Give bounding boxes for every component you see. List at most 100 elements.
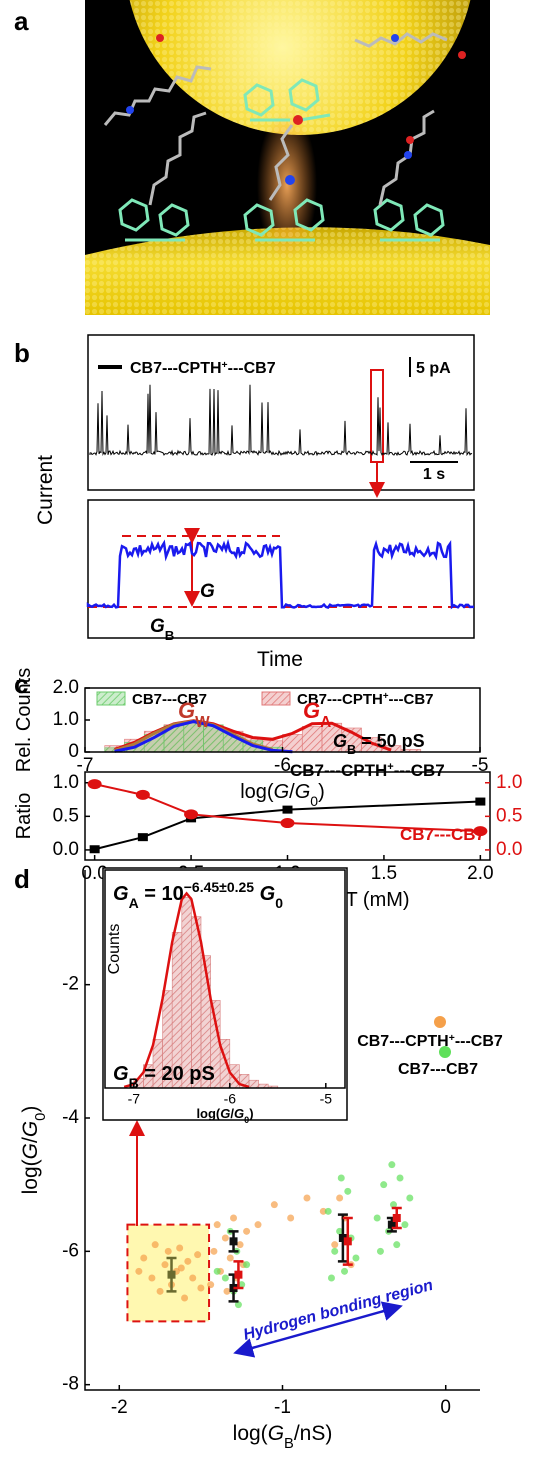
text-part: G <box>178 698 195 723</box>
error-center <box>387 1220 396 1229</box>
scatter-point <box>197 1284 205 1292</box>
scatter-point <box>184 1257 192 1265</box>
text-part: = 50 pS <box>356 731 425 751</box>
text-part: G <box>254 883 275 905</box>
y-axis-label: Ratio <box>13 793 35 840</box>
text-part: B <box>165 628 175 643</box>
text-part: G <box>234 1106 244 1121</box>
annotation: GB = 50 pS <box>333 731 425 757</box>
series-label: CB7---CPTH+---CB7 <box>290 761 445 780</box>
current-trace <box>89 384 473 457</box>
scatter-point <box>331 1241 339 1249</box>
text-part: B <box>284 1436 294 1452</box>
scatter-point <box>393 1241 401 1249</box>
scatter-point <box>226 1254 234 1262</box>
x-axis-label: log(G/G0) <box>240 781 325 809</box>
scatter-point <box>210 1247 218 1255</box>
y-tick-label: -2 <box>62 974 79 995</box>
y-axis-label: Counts <box>106 924 123 975</box>
annotation: GW <box>178 698 210 731</box>
scatter-point <box>243 1227 251 1235</box>
y-tick-label: 1.0 <box>53 772 79 793</box>
text-part: / <box>289 781 295 803</box>
region-arrow <box>233 1301 403 1358</box>
marker <box>135 789 150 800</box>
scatter-point <box>238 1281 246 1289</box>
scatter-point <box>380 1181 388 1189</box>
scatter-point <box>319 1207 327 1215</box>
error-center <box>392 1214 401 1222</box>
scatter-point <box>236 1241 244 1249</box>
text-part: 0 <box>310 793 318 809</box>
panel-label: d <box>14 864 30 894</box>
legend-label: CB7---CPTH+---CB7 <box>130 360 276 378</box>
y-tick-label: 0.0 <box>53 839 79 860</box>
legend-swatch <box>96 691 126 706</box>
scatter-point <box>344 1187 352 1195</box>
y-tick-label: 0.5 <box>53 805 79 826</box>
y2-tick-label: 0.5 <box>496 805 522 826</box>
text-part: G <box>113 883 129 905</box>
series-label: CB7---CB7 <box>400 825 485 844</box>
y-tick-label: 1.0 <box>53 709 79 730</box>
text-part: W <box>195 714 210 731</box>
scatter-point <box>388 1161 396 1169</box>
x-axis-label: Time <box>257 648 303 671</box>
scatter-point <box>389 1201 397 1209</box>
text-part: G <box>19 1143 42 1159</box>
time-scale: 1 s <box>423 466 445 483</box>
text-part: / <box>230 1106 234 1121</box>
text-part: G <box>274 781 290 803</box>
scatter-point <box>207 1281 215 1289</box>
fit-curve <box>114 720 293 754</box>
scatter-point <box>406 1194 414 1202</box>
marker <box>280 818 295 829</box>
x-axis-label: log(GB/nS) <box>233 1422 333 1452</box>
scatter-point <box>327 1274 335 1282</box>
x-tick-label: -7 <box>128 1091 141 1107</box>
y-tick-label: -8 <box>62 1374 79 1395</box>
y-axis-label: Current <box>34 455 57 525</box>
text-part: = 20 pS <box>139 1063 215 1085</box>
y-axis-label: log(G/G0) <box>19 1106 49 1195</box>
scatter-point <box>287 1214 295 1222</box>
y-tick-label: 0 <box>68 741 79 762</box>
scatter-point <box>156 1287 164 1295</box>
scatter-point <box>189 1274 197 1282</box>
annotation-gb: GB <box>150 616 174 643</box>
scatter-point <box>164 1247 172 1255</box>
marker <box>87 779 102 790</box>
text-part: A <box>129 895 139 911</box>
text-part: G <box>268 1422 284 1445</box>
text-part: ) <box>19 1106 42 1113</box>
plot-frame <box>104 869 346 1089</box>
text-part: −6.45±0.25 <box>184 879 255 895</box>
annotation: GA <box>303 698 331 731</box>
text-part: G <box>220 1106 230 1121</box>
x-tick-label: -7 <box>77 755 94 776</box>
scatter-point <box>331 1247 339 1255</box>
molecular-junction-illustration <box>85 0 490 315</box>
text-part: 0 <box>275 895 283 911</box>
legend-label: CB7---CB7 <box>132 691 207 708</box>
fit-curve <box>123 891 250 1089</box>
text-part: /nS) <box>294 1422 333 1445</box>
scatter-point <box>177 1264 185 1272</box>
text-part: G <box>150 616 165 637</box>
x-tick-label: 1.5 <box>371 863 397 884</box>
x-tick-label: 0.0 <box>81 863 107 884</box>
superscript: + <box>383 691 389 702</box>
scatter-point <box>396 1174 404 1182</box>
text-part: log( <box>196 1106 220 1121</box>
histogram-bar <box>181 896 192 1089</box>
scatter-point <box>221 1234 229 1242</box>
superscript: + <box>387 761 393 773</box>
marker <box>89 845 100 854</box>
annotation-g: G <box>200 581 215 602</box>
text-part: ) <box>249 1106 253 1121</box>
text-part: A <box>320 714 331 731</box>
zoom-frame <box>87 499 475 639</box>
text-part: G <box>333 731 347 751</box>
scatter-point <box>336 1194 344 1202</box>
y2-tick-label: 1.0 <box>496 772 522 793</box>
